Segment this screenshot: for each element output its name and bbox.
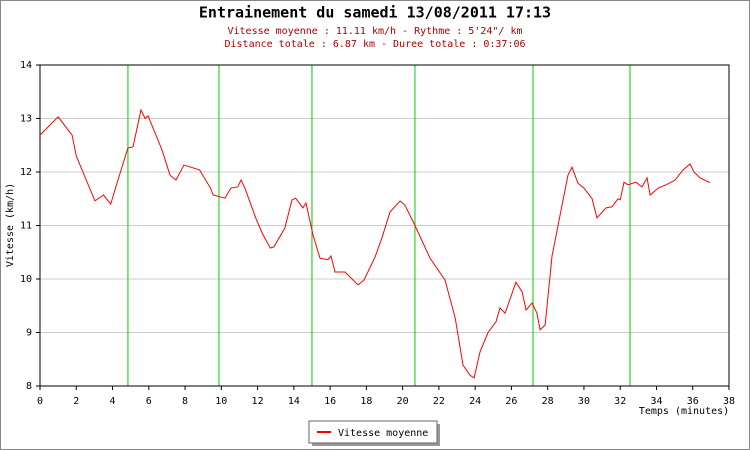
x-tick-label: 18 — [360, 396, 372, 407]
x-tick-label: 12 — [252, 396, 264, 407]
y-tick-label: 10 — [20, 274, 32, 285]
x-tick-label: 30 — [578, 396, 590, 407]
plot-area — [39, 64, 730, 387]
x-tick-label: 14 — [288, 396, 300, 407]
y-tick-label: 14 — [20, 60, 32, 71]
x-tick-label: 16 — [324, 396, 336, 407]
chart-title: Entrainement du samedi 13/08/2011 17:13 — [199, 4, 551, 22]
x-tick-label: 0 — [37, 396, 43, 407]
y-tick-label: 11 — [20, 221, 32, 232]
x-tick-label: 36 — [687, 396, 699, 407]
x-tick-label: 34 — [650, 396, 662, 407]
x-tick-label: 32 — [614, 396, 626, 407]
x-tick-label: 26 — [505, 396, 517, 407]
y-tick-label: 9 — [26, 328, 32, 339]
y-tick-label: 12 — [20, 167, 32, 178]
y-tick-label: 8 — [26, 381, 32, 392]
legend: Vitesse moyenne — [308, 420, 440, 446]
x-axis-label: Temps (minutes) — [639, 406, 729, 417]
x-tick-label: 6 — [146, 396, 152, 407]
x-tick-label: 20 — [397, 396, 409, 407]
x-tick-label: 4 — [110, 396, 116, 407]
y-tick-label: 13 — [20, 114, 32, 125]
legend-label: Vitesse moyenne — [338, 428, 428, 439]
subtitle: Distance totale : 6.87 km - Duree totale… — [224, 39, 525, 50]
legend-box — [308, 420, 438, 444]
x-tick-label: 2 — [73, 396, 79, 407]
x-tick-label: 8 — [182, 396, 188, 407]
x-tick-label: 28 — [542, 396, 554, 407]
x-tick-label: 24 — [469, 396, 481, 407]
x-tick-label: 22 — [433, 396, 445, 407]
x-tick-label: 10 — [215, 396, 227, 407]
y-axis-label: Vitesse (km/h) — [5, 183, 16, 267]
data-line — [39, 108, 711, 379]
x-tick-label: 38 — [723, 396, 735, 407]
subtitle: Vitesse moyenne : 11.11 km/h - Rythme : … — [227, 26, 522, 37]
